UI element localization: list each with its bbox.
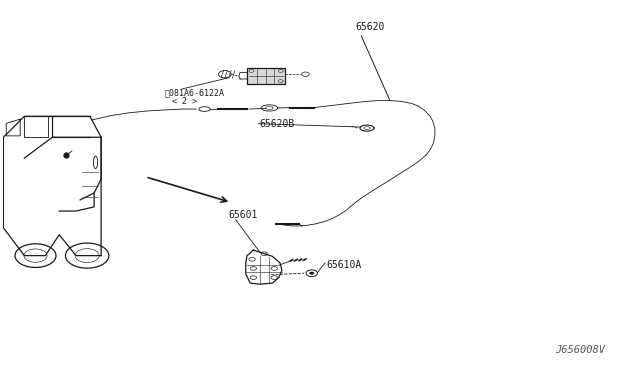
Circle shape — [309, 272, 314, 275]
Text: 65620: 65620 — [355, 22, 384, 32]
Text: ②081A6-6122A: ②081A6-6122A — [164, 88, 225, 97]
Bar — [247, 68, 285, 84]
Text: J656008V: J656008V — [555, 344, 605, 355]
Text: 65610A: 65610A — [326, 260, 362, 270]
Text: < 2 >: < 2 > — [172, 97, 197, 106]
Text: 65620B: 65620B — [260, 119, 295, 129]
Text: 65601: 65601 — [228, 210, 257, 220]
